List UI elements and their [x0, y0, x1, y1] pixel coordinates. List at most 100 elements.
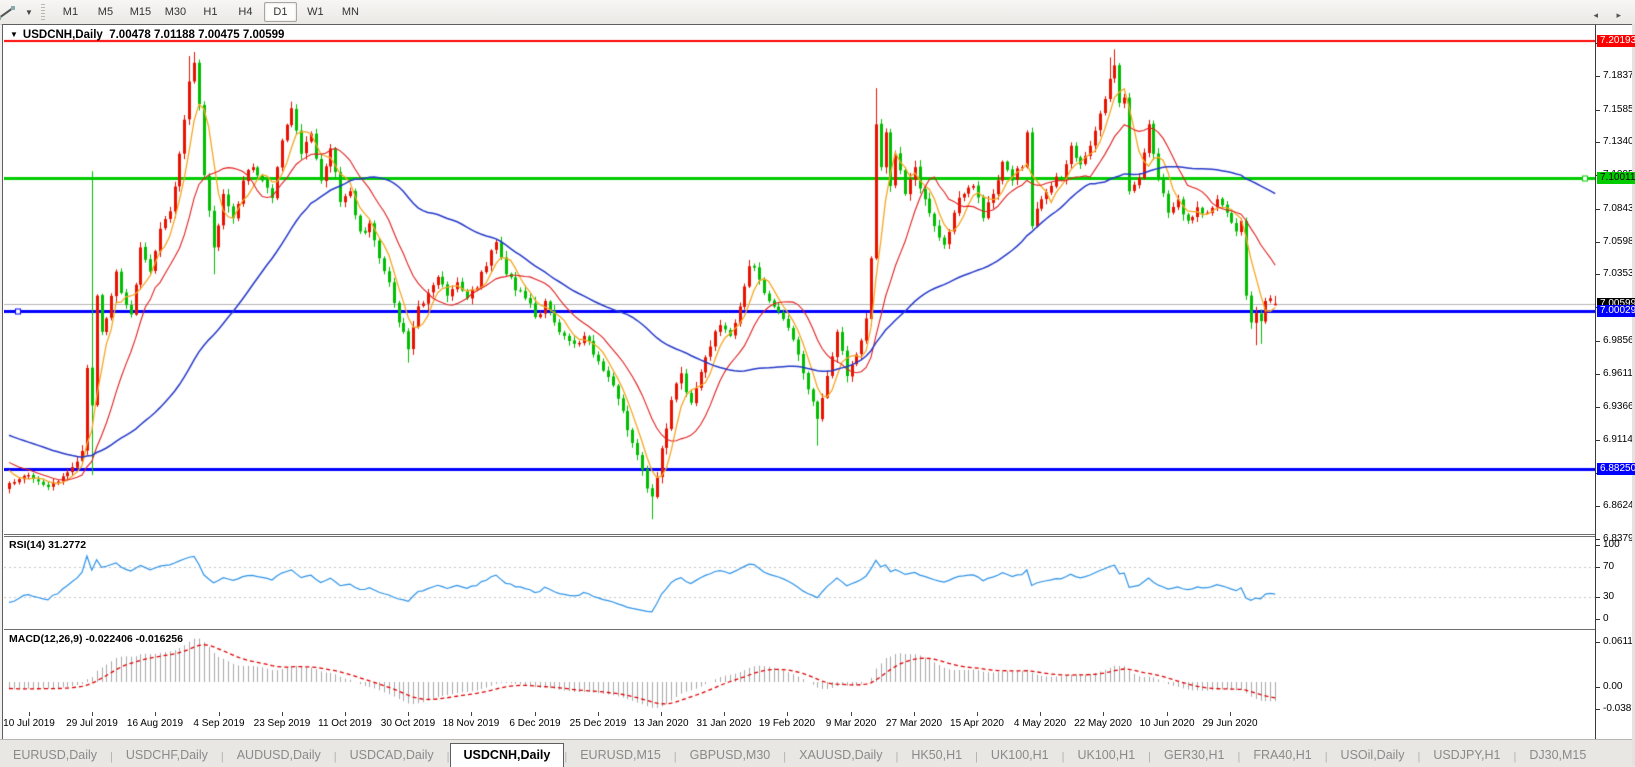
time-axis-label: 4 May 2020 — [1013, 718, 1067, 729]
axis-tick — [1596, 709, 1600, 710]
time-axis-label: 30 Oct 2019 — [380, 718, 436, 729]
chart-tab-eurusd-m15[interactable]: EURUSD,M15 — [580, 748, 661, 762]
timeframe-button-d1[interactable]: D1 — [263, 2, 297, 22]
price-chart-canvas[interactable] — [4, 27, 1595, 534]
support-line-badge: 7.10011 — [1597, 172, 1635, 184]
tab-separator: | — [895, 751, 899, 763]
time-axis-tick — [345, 712, 346, 716]
rsi-tick-label: 0 — [1603, 613, 1609, 624]
chart-symbol: USDCNH,Daily — [22, 29, 103, 41]
axis-tick — [1596, 440, 1600, 441]
axis-tick — [1596, 341, 1600, 342]
time-axis-tick — [155, 712, 156, 716]
axis-tick — [1596, 209, 1600, 210]
toolbar-grip[interactable] — [40, 4, 45, 20]
axis-tick — [1596, 142, 1600, 143]
tab-scroll-arrows[interactable]: ◂ ▸ — [1593, 10, 1629, 20]
chart-tab-eurusd-daily[interactable]: EURUSD,Daily — [13, 748, 98, 762]
tab-separator: | — [333, 751, 337, 763]
tab-separator: | — [1061, 751, 1065, 763]
timeframe-button-w1[interactable]: W1 — [307, 6, 324, 18]
chart-tab-uk100-h1[interactable]: UK100,H1 — [1077, 748, 1136, 762]
rsi-panel-canvas[interactable] — [4, 537, 1595, 629]
timeframe-button-m5[interactable]: M5 — [97, 6, 114, 18]
time-axis-tick — [408, 712, 409, 716]
time-axis-label: 6 Dec 2019 — [509, 718, 561, 729]
axis-tick — [1596, 274, 1600, 275]
tab-separator: | — [975, 751, 978, 763]
rsi-value: 31.2772 — [48, 539, 87, 551]
tab-separator: | — [1148, 751, 1152, 763]
chart-tab-audusd-daily[interactable]: AUDUSD,Daily — [236, 748, 321, 762]
chart-tab-fra40-h1[interactable]: FRA40,H1 — [1253, 748, 1312, 762]
chart-tab-hk50-h1[interactable]: HK50,H1 — [911, 748, 963, 762]
panel-separator[interactable] — [4, 629, 1595, 630]
time-axis-tick — [787, 712, 788, 716]
time-axis-label: 25 Dec 2019 — [569, 718, 627, 729]
time-axis-label: 19 Feb 2020 — [758, 718, 816, 729]
timeframe-button-mn[interactable]: MN — [341, 6, 359, 18]
chart-tab-gbpusd-m30[interactable]: GBPUSD,M30 — [689, 748, 771, 762]
axis-tick — [1596, 407, 1600, 408]
timeframe-button-h1[interactable]: H1 — [203, 6, 218, 18]
chart-tab-usdcad-daily[interactable]: USDCAD,Daily — [349, 748, 434, 762]
panel-separator[interactable] — [4, 534, 1595, 535]
chart-title: ▼ USDCNH,Daily 7.00478 7.01188 7.00475 7.… — [10, 29, 284, 41]
axis-tick — [1596, 242, 1600, 243]
rsi-label: RSI(14) 31.2772 — [9, 539, 87, 551]
price-tick-label: 7.05980 — [1603, 236, 1635, 247]
macd-label: MACD(12,26,9) -0.022406 -0.016256 — [9, 633, 183, 645]
time-axis-tick — [724, 712, 725, 716]
time-axis-label: 18 Nov 2019 — [442, 718, 500, 729]
time-axis-tick — [977, 712, 978, 716]
chart-tab-dj30-m15[interactable]: DJ30,M15 — [1529, 748, 1587, 762]
price-tick-label: 7.08430 — [1603, 203, 1635, 214]
macd-panel-canvas[interactable] — [4, 631, 1595, 712]
chart-tab-xauusd-daily[interactable]: XAUUSD,Daily — [799, 748, 883, 762]
price-tick-label: 6.93660 — [1603, 401, 1635, 412]
rsi-tick-label: 100 — [1603, 539, 1620, 550]
panel-separator[interactable] — [4, 536, 1595, 537]
window-menu-icon[interactable]: ▼ — [10, 30, 18, 39]
tab-separator: | — [1237, 751, 1241, 763]
time-axis-tick — [661, 712, 662, 716]
time-axis-tick — [914, 712, 915, 716]
axis-tick — [1596, 374, 1600, 375]
chart-tab-usdcnh-daily[interactable]: USDCNH,Daily — [449, 743, 565, 767]
chart-tab-bar: EURUSD,Daily | USDCHF,Daily | AUDUSD,Daily | U… — [0, 739, 1635, 767]
tab-separator: | — [673, 751, 677, 763]
chart-tab-uk100-h1[interactable]: UK100,H1 — [990, 748, 1049, 762]
chart-tab-ger30-h1[interactable]: GER30,H1 — [1164, 748, 1225, 762]
chart-tab-usdjpy-h1[interactable]: USDJPY,H1 — [1433, 748, 1501, 762]
price-tick-label: 7.18370 — [1603, 70, 1635, 81]
time-axis-label: 29 Jul 2019 — [66, 718, 118, 729]
top-toolbar: ▼ M1 M5 M15 M30 H1 H4 D1 W1 MN — [0, 0, 1635, 25]
trendline-tool-icon[interactable] — [0, 3, 23, 21]
timeframe-button-m1[interactable]: M1 — [62, 6, 79, 18]
rsi-tick-label: 70 — [1603, 561, 1615, 572]
timeframe-button-h4[interactable]: H4 — [238, 6, 253, 18]
resistance-line-badge: 7.20193 — [1597, 35, 1635, 47]
axis-tick — [1596, 567, 1600, 568]
time-axis-tick — [92, 712, 93, 716]
chart-tab-usoil-daily[interactable]: USOil,Daily — [1340, 748, 1405, 762]
tab-separator: | — [1513, 751, 1517, 763]
axis-tick — [1596, 506, 1600, 507]
time-axis-tick — [219, 712, 220, 716]
time-axis-label: 31 Jan 2020 — [696, 718, 752, 729]
tab-separator: | — [1324, 751, 1328, 763]
chart-tab-usdchf-daily[interactable]: USDCHF,Daily — [125, 748, 208, 762]
time-axis-label: 16 Aug 2019 — [126, 718, 184, 729]
timeframe-button-m30[interactable]: M30 — [164, 6, 187, 18]
timeframe-button-m15[interactable]: M15 — [129, 6, 152, 18]
tool-dropdown-caret-icon[interactable]: ▼ — [25, 7, 33, 17]
macd-tick-label: 0.061119 — [1603, 636, 1635, 647]
tab-separator: | — [1417, 751, 1421, 763]
price-tick-label: 6.98560 — [1603, 335, 1635, 346]
time-axis-label: 10 Jun 2020 — [1139, 718, 1195, 729]
macd-signal-value: -0.016256 — [135, 633, 183, 645]
pivot-line-lower-badge: 6.88250 — [1597, 463, 1635, 475]
price-tick-label: 6.83790 — [1603, 533, 1635, 544]
price-tick-label: 7.13400 — [1603, 136, 1635, 147]
axis-tick — [1596, 597, 1600, 598]
